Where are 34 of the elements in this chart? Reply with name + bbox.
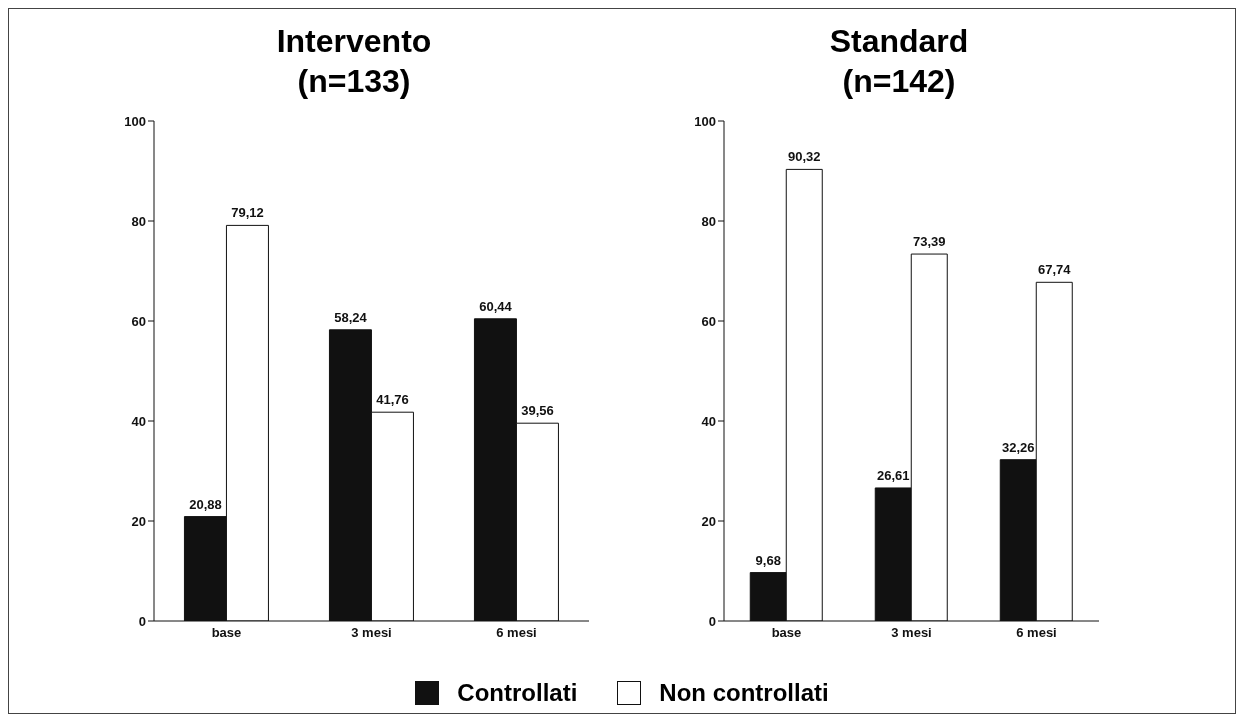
y-tick-label: 20: [701, 513, 716, 529]
y-tick-label: 100: [694, 113, 716, 129]
y-tick-label: 100: [124, 113, 146, 129]
data-label: 67,74: [1037, 262, 1072, 278]
chart-title: Intervento (n=133): [275, 22, 433, 101]
chart-title: Standard (n=142): [828, 22, 970, 101]
data-label: 39,56: [521, 403, 554, 419]
x-tick-label: 3 mesi: [351, 625, 392, 641]
data-label: 73,39: [912, 234, 946, 250]
data-label: 60,44: [479, 298, 513, 314]
y-tick-label: 80: [701, 213, 716, 229]
y-tick-label: 40: [701, 413, 716, 429]
y-tick-label: 60: [701, 313, 716, 329]
x-tick-label: 3 mesi: [891, 625, 932, 641]
legend-label: Non controllati: [659, 679, 829, 707]
x-tick-label: base: [211, 625, 242, 641]
legend-label: Controllati: [457, 679, 578, 707]
x-tick-label: 6 mesi: [1016, 625, 1057, 641]
data-label: 32,26: [1001, 439, 1035, 455]
y-tick-label: 40: [131, 413, 146, 429]
x-tick-label: base: [771, 625, 802, 641]
data-label: 79,12: [231, 205, 264, 221]
y-tick-label: 20: [131, 513, 146, 529]
data-label: 41,76: [376, 392, 409, 408]
y-tick-label: 0: [138, 613, 146, 629]
data-label: 26,61: [876, 467, 910, 483]
x-tick-label: 6 mesi: [496, 625, 537, 641]
data-label: 9,68: [755, 552, 781, 568]
data-label: 58,24: [334, 309, 368, 325]
y-tick-label: 80: [131, 213, 146, 229]
data-label: 90,32: [787, 149, 821, 165]
data-label: 20,88: [189, 496, 222, 512]
y-tick-label: 0: [708, 613, 716, 629]
y-tick-label: 60: [131, 313, 146, 329]
